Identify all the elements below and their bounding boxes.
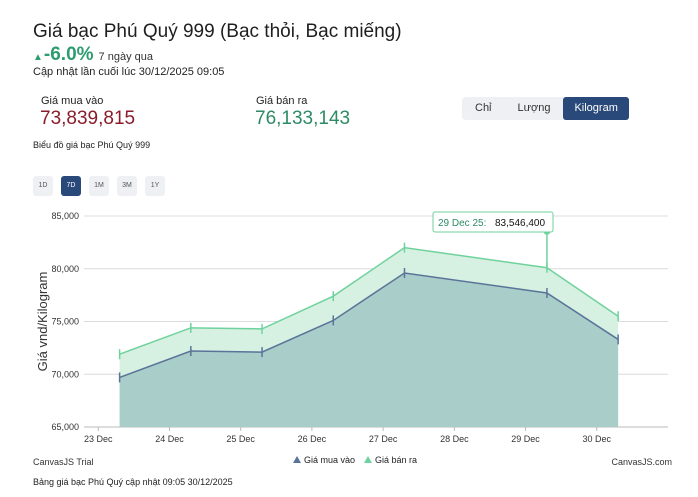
y-tick-label: 80,000: [51, 264, 79, 274]
y-axis-label: Giá vnd/Kilogram: [35, 272, 50, 372]
legend-buy-icon: [293, 456, 301, 463]
range-1m-button[interactable]: 1M: [89, 176, 109, 196]
x-tick-label: 30 Dec: [583, 434, 612, 444]
unit-tab-luong[interactable]: Lượng: [517, 102, 551, 114]
x-tick-label: 27 Dec: [369, 434, 398, 444]
trend-down-icon: ▲: [33, 52, 43, 63]
range-selector: 1D 7D 1M 3M 1Y: [33, 176, 165, 196]
range-7d-button[interactable]: 7D: [61, 176, 81, 196]
unit-selector: Chỉ Lượng Kilogram: [462, 97, 629, 120]
buy-price-label: Giá mua vào: [41, 95, 104, 107]
credit-right: CanvasJS.com: [611, 457, 672, 467]
chart-subtitle: Biểu đồ giá bạc Phú Quý 999: [33, 140, 151, 150]
y-tick-label: 75,000: [51, 317, 79, 327]
price-change: ▲ -6.0% 7 ngày qua: [33, 44, 153, 66]
tooltip-box: [432, 211, 554, 233]
x-tick-label: 26 Dec: [298, 434, 327, 444]
buy-price-value: 73,839,815: [40, 108, 136, 129]
change-period: 7 ngày qua: [98, 51, 153, 63]
page-title: Giá bạc Phú Quý 999 (Bạc thỏi, Bạc miếng…: [33, 21, 402, 42]
sell-price-label: Giá bán ra: [256, 95, 308, 107]
x-tick-label: 24 Dec: [155, 434, 184, 444]
legend-sell-icon: [364, 456, 372, 463]
y-tick-label: 70,000: [51, 369, 79, 379]
credit-left: CanvasJS Trial: [33, 457, 94, 467]
legend-sell-label: Giá bán ra: [375, 455, 417, 465]
y-tick-label: 85,000: [51, 211, 79, 221]
tooltip-value: 83,546,400: [495, 218, 545, 229]
tooltip-label: 29 Dec 25:: [438, 218, 486, 229]
range-1d-button[interactable]: 1D: [33, 176, 53, 196]
x-tick-label: 25 Dec: [226, 434, 255, 444]
footer-note: Bảng giá bạc Phú Quý cập nhật 09:05 30/1…: [33, 477, 233, 487]
unit-tab-chi[interactable]: Chỉ: [475, 102, 492, 114]
unit-tab-kilogram[interactable]: Kilogram: [563, 97, 629, 120]
x-tick-label: 29 Dec: [511, 434, 540, 444]
range-1y-button[interactable]: 1Y: [145, 176, 165, 196]
legend-buy-label: Giá mua vào: [304, 455, 355, 465]
change-percent: -6.0%: [43, 44, 94, 65]
last-updated: Cập nhật lần cuối lúc 30/12/2025 09:05: [33, 66, 225, 78]
x-tick-label: 28 Dec: [440, 434, 469, 444]
sell-price-value: 76,133,143: [255, 108, 351, 129]
x-tick-label: 23 Dec: [84, 434, 113, 444]
range-3m-button[interactable]: 3M: [117, 176, 137, 196]
buy-series-area: [119, 272, 619, 427]
y-tick-label: 65,000: [51, 422, 79, 432]
chart-legend: Giá mua vào Giá bán ra: [293, 455, 417, 465]
